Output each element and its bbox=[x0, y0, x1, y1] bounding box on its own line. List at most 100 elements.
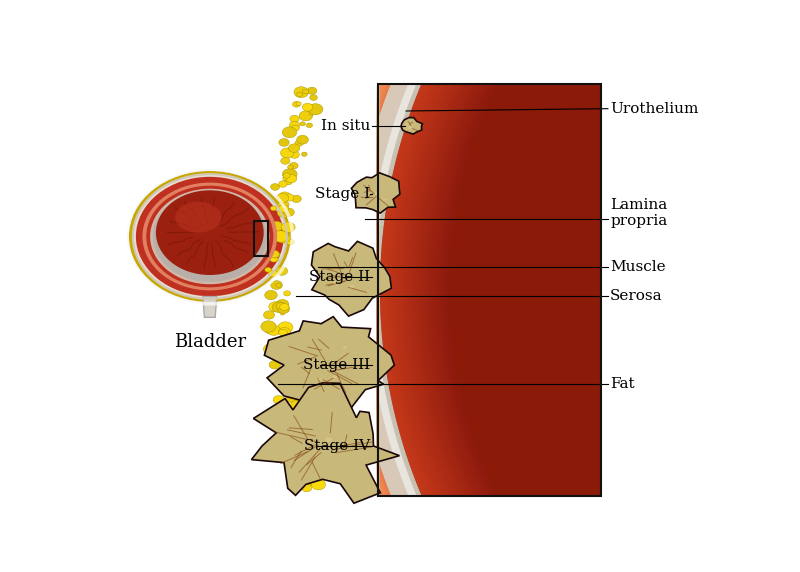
Polygon shape bbox=[422, 84, 469, 496]
Polygon shape bbox=[394, 84, 438, 496]
Polygon shape bbox=[391, 84, 434, 496]
Ellipse shape bbox=[299, 111, 313, 121]
Polygon shape bbox=[387, 84, 431, 496]
Ellipse shape bbox=[281, 435, 293, 444]
Polygon shape bbox=[448, 84, 497, 496]
Polygon shape bbox=[394, 84, 438, 496]
Ellipse shape bbox=[301, 460, 314, 471]
Ellipse shape bbox=[270, 184, 279, 190]
Polygon shape bbox=[412, 84, 458, 496]
Ellipse shape bbox=[304, 451, 314, 459]
Ellipse shape bbox=[276, 193, 289, 202]
Ellipse shape bbox=[286, 239, 294, 245]
Ellipse shape bbox=[281, 157, 290, 164]
Ellipse shape bbox=[318, 378, 324, 380]
Ellipse shape bbox=[333, 281, 338, 284]
Ellipse shape bbox=[276, 233, 290, 243]
Polygon shape bbox=[438, 84, 486, 496]
Ellipse shape bbox=[267, 325, 281, 335]
Polygon shape bbox=[378, 84, 390, 496]
Ellipse shape bbox=[284, 308, 289, 312]
Polygon shape bbox=[378, 84, 398, 496]
Polygon shape bbox=[393, 84, 437, 496]
Polygon shape bbox=[429, 84, 477, 496]
Ellipse shape bbox=[274, 257, 279, 261]
Polygon shape bbox=[203, 296, 217, 317]
Polygon shape bbox=[378, 84, 402, 496]
Polygon shape bbox=[441, 84, 490, 496]
Ellipse shape bbox=[284, 406, 294, 414]
Polygon shape bbox=[442, 84, 491, 496]
Ellipse shape bbox=[302, 484, 312, 492]
Polygon shape bbox=[378, 84, 405, 496]
Polygon shape bbox=[378, 84, 401, 496]
Ellipse shape bbox=[270, 206, 277, 210]
Ellipse shape bbox=[269, 301, 282, 312]
Ellipse shape bbox=[300, 122, 306, 126]
Ellipse shape bbox=[294, 87, 309, 98]
Text: Muscle: Muscle bbox=[610, 260, 666, 275]
Polygon shape bbox=[378, 84, 396, 496]
Text: Fat: Fat bbox=[610, 378, 635, 391]
Polygon shape bbox=[410, 84, 455, 496]
Ellipse shape bbox=[284, 194, 294, 201]
Polygon shape bbox=[426, 84, 473, 496]
Ellipse shape bbox=[297, 136, 309, 144]
Polygon shape bbox=[378, 84, 380, 496]
Ellipse shape bbox=[279, 356, 286, 361]
Ellipse shape bbox=[276, 284, 281, 287]
Ellipse shape bbox=[298, 472, 303, 476]
Polygon shape bbox=[444, 84, 494, 496]
Ellipse shape bbox=[281, 148, 294, 158]
Ellipse shape bbox=[270, 256, 278, 262]
Polygon shape bbox=[414, 84, 461, 496]
Ellipse shape bbox=[311, 479, 326, 490]
Polygon shape bbox=[378, 84, 411, 496]
Polygon shape bbox=[431, 84, 479, 496]
Polygon shape bbox=[438, 84, 486, 496]
Ellipse shape bbox=[290, 151, 299, 158]
Ellipse shape bbox=[133, 174, 287, 299]
Text: Lamina
propria: Lamina propria bbox=[610, 198, 667, 228]
Polygon shape bbox=[420, 84, 466, 496]
Polygon shape bbox=[264, 317, 394, 416]
Polygon shape bbox=[384, 84, 427, 496]
Ellipse shape bbox=[302, 474, 312, 482]
Bar bbox=[378, 84, 601, 496]
Ellipse shape bbox=[325, 438, 333, 442]
Polygon shape bbox=[378, 84, 386, 496]
Ellipse shape bbox=[280, 311, 285, 315]
Ellipse shape bbox=[279, 231, 286, 236]
Polygon shape bbox=[378, 84, 393, 496]
Ellipse shape bbox=[286, 174, 297, 182]
Polygon shape bbox=[410, 84, 456, 496]
Ellipse shape bbox=[290, 444, 298, 450]
Polygon shape bbox=[386, 84, 429, 496]
Polygon shape bbox=[382, 84, 426, 496]
Ellipse shape bbox=[287, 459, 293, 463]
Ellipse shape bbox=[332, 375, 338, 378]
Ellipse shape bbox=[307, 87, 317, 94]
Polygon shape bbox=[406, 84, 451, 496]
Polygon shape bbox=[430, 84, 478, 496]
Polygon shape bbox=[442, 84, 490, 496]
Polygon shape bbox=[434, 84, 482, 496]
Polygon shape bbox=[415, 84, 462, 496]
Ellipse shape bbox=[302, 104, 313, 111]
Polygon shape bbox=[435, 84, 483, 496]
Polygon shape bbox=[418, 84, 464, 496]
Ellipse shape bbox=[406, 126, 412, 129]
Ellipse shape bbox=[283, 173, 290, 178]
Polygon shape bbox=[397, 84, 441, 496]
Polygon shape bbox=[251, 383, 399, 503]
Ellipse shape bbox=[276, 300, 289, 309]
Ellipse shape bbox=[262, 227, 277, 237]
Ellipse shape bbox=[129, 171, 290, 302]
Ellipse shape bbox=[292, 464, 298, 468]
Ellipse shape bbox=[302, 152, 307, 156]
Ellipse shape bbox=[156, 190, 264, 275]
Ellipse shape bbox=[306, 123, 313, 128]
Ellipse shape bbox=[153, 191, 266, 282]
Ellipse shape bbox=[299, 413, 304, 416]
Ellipse shape bbox=[289, 469, 297, 475]
